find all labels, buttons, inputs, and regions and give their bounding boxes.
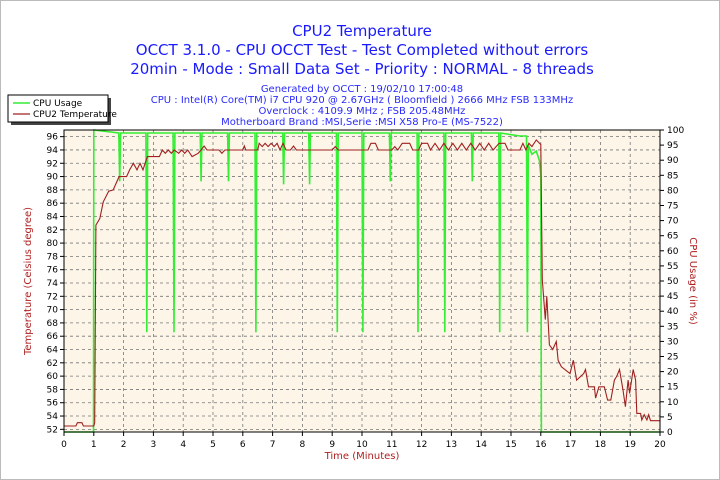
- y-tick-label: 58: [47, 385, 59, 395]
- x-tick-label: 20: [654, 440, 666, 450]
- y-tick-label: 96: [47, 133, 59, 143]
- y-tick-label: 60: [47, 372, 59, 382]
- x-tick-label: 6: [240, 440, 246, 450]
- info-motherboard: Motherboard Brand :MSI,Serie :MSI X58 Pr…: [221, 117, 503, 128]
- y-tick-label: 74: [47, 279, 59, 289]
- y-axis-title: Temperature (Celsius degree): [23, 207, 34, 356]
- y2-tick-label: 15: [667, 383, 678, 393]
- y2-tick-label: 100: [667, 126, 684, 136]
- x-tick-label: 11: [386, 440, 397, 450]
- y2-axis-title: CPU Usage (in %): [687, 237, 698, 325]
- chart-title: CPU2 Temperature: [292, 22, 432, 40]
- x-tick-label: 18: [595, 440, 607, 450]
- x-tick-label: 8: [300, 440, 306, 450]
- y-tick-label: 70: [47, 306, 59, 316]
- y-tick-label: 82: [47, 226, 58, 236]
- cpu2-temperature-line: [64, 139, 660, 427]
- y-tick-label: 54: [47, 412, 59, 422]
- y2-tick-label: 60: [667, 247, 679, 257]
- y-tick-label: 62: [47, 359, 58, 369]
- y-tick-label: 66: [47, 332, 59, 342]
- y2-tick-label: 90: [667, 156, 679, 166]
- x-tick-label: 12: [416, 440, 427, 450]
- chart-subtitle-2: 20min - Mode : Small Data Set - Priority…: [130, 60, 594, 78]
- legend-label-usage: CPU Usage: [33, 99, 83, 109]
- x-tick-label: 17: [565, 440, 576, 450]
- y2-tick-label: 5: [667, 413, 673, 423]
- y2-tick-label: 50: [667, 277, 679, 287]
- y2-tick-label: 65: [667, 232, 678, 242]
- y-tick-label: 78: [47, 252, 59, 262]
- tick-labels: 0 1 2 3 4 5 6 7 8 9 10 11 12 13 14 15 16 17 18 19 2052545658…: [47, 126, 685, 450]
- x-tick-label: 13: [446, 440, 457, 450]
- info-cpu: CPU : Intel(R) Core(TM) i7 CPU 920 @ 2.6…: [151, 95, 573, 106]
- y2-tick-label: 20: [667, 368, 679, 378]
- x-tick-label: 14: [475, 440, 487, 450]
- x-tick-label: 9: [329, 440, 335, 450]
- y-tick-label: 92: [47, 159, 58, 169]
- y2-tick-label: 70: [667, 217, 679, 227]
- y-tick-label: 94: [47, 146, 59, 156]
- info-overclock: Overclock : 4109.9 MHz ; FSB 205.48MHz: [259, 106, 466, 117]
- legend-label-temperature: CPU2 Temperature: [33, 110, 117, 120]
- y2-tick-label: 95: [667, 141, 678, 151]
- legend: CPU Usage CPU2 Temperature: [7, 94, 117, 125]
- cpu-usage-line: [64, 129, 660, 433]
- x-tick-label: 0: [61, 440, 67, 450]
- y2-tick-label: 85: [667, 171, 678, 181]
- y2-tick-label: 45: [667, 292, 678, 302]
- y2-tick-label: 55: [667, 262, 678, 272]
- chart-subtitle-1: OCCT 3.1.0 - CPU OCCT Test - Test Comple…: [136, 41, 589, 59]
- x-tick-label: 19: [624, 440, 636, 450]
- y2-tick-label: 40: [667, 307, 679, 317]
- series-layer: [64, 129, 660, 433]
- x-tick-label: 4: [180, 440, 186, 450]
- y-tick-label: 52: [47, 425, 58, 435]
- y-tick-label: 90: [47, 173, 59, 183]
- info-generated: Generated by OCCT : 19/02/10 17:00:48: [261, 84, 463, 95]
- y-tick-label: 76: [47, 266, 59, 276]
- y2-tick-label: 80: [667, 186, 679, 196]
- y2-tick-label: 75: [667, 202, 678, 212]
- x-tick-label: 5: [210, 440, 216, 450]
- y-tick-label: 64: [47, 346, 59, 356]
- y-tick-label: 84: [47, 212, 59, 222]
- y2-tick-label: 0: [667, 428, 673, 438]
- y2-tick-label: 10: [667, 398, 679, 408]
- y-tick-label: 72: [47, 292, 58, 302]
- x-tick-label: 10: [356, 440, 368, 450]
- x-tick-label: 7: [270, 440, 276, 450]
- y-tick-label: 88: [47, 186, 59, 196]
- y2-tick-label: 25: [667, 353, 678, 363]
- x-tick-label: 16: [535, 440, 547, 450]
- x-tick-label: 3: [151, 440, 157, 450]
- x-tick-label: 2: [121, 440, 127, 450]
- y2-tick-label: 30: [667, 337, 679, 347]
- y-tick-label: 80: [47, 239, 59, 249]
- x-tick-label: 1: [91, 440, 97, 450]
- y-tick-label: 56: [47, 399, 59, 409]
- x-tick-label: 15: [505, 440, 516, 450]
- x-axis-title: Time (Minutes): [324, 451, 400, 462]
- y-tick-label: 86: [47, 199, 59, 209]
- y2-tick-label: 35: [667, 322, 678, 332]
- y-tick-label: 68: [47, 319, 59, 329]
